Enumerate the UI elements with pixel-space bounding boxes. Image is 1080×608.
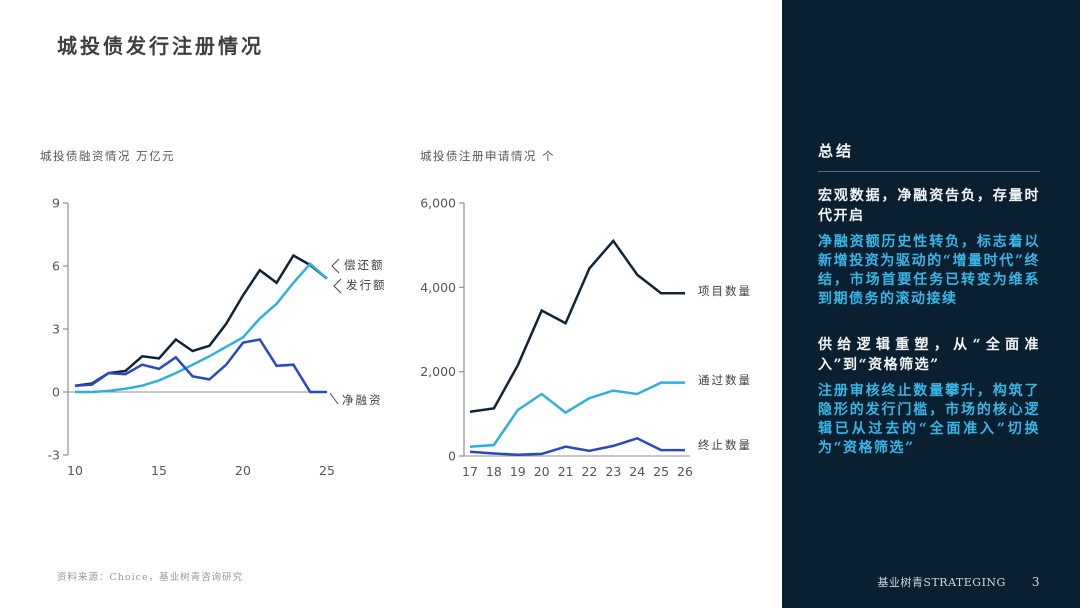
y-tick-label: 9 <box>52 196 60 211</box>
series-label-偿还额: 偿还额 <box>344 258 385 272</box>
x-tick-label: 20 <box>235 463 251 478</box>
summary-divider <box>818 171 1040 172</box>
x-tick-label: 10 <box>67 463 83 478</box>
financing-chart: 城投债融资情况 万亿元 9 6 3 0 -3 10 15 20 25 偿还额发行额净融资 <box>40 148 440 488</box>
summary-section-macro: 宏观数据，净融资告负，存量时代开启 净融资额历史性转负，标志着以新增投资为驱动的… <box>818 186 1040 309</box>
y-tick-label: -3 <box>48 448 60 463</box>
x-tick-label: 24 <box>629 464 645 479</box>
x-tick-label: 17 <box>462 464 478 479</box>
series-line-通过数量 <box>469 381 685 448</box>
x-tick-label: 22 <box>581 464 597 479</box>
page-number: 3 <box>1031 575 1040 589</box>
x-tick-label: 15 <box>151 463 167 478</box>
summary-heading: 总结 <box>818 142 855 160</box>
brand-label: 基业树青STRATEGING <box>877 576 1006 589</box>
summary-section-supply-heading: 供给逻辑重塑，从“全面准入”到“资格筛选” <box>818 337 1040 373</box>
registration-line-chart: 6,000 4,000 2,000 0 17 18 19 20 21 22 23 24 25 26 项目数量… <box>420 196 752 480</box>
series-line-发行额 <box>74 253 328 387</box>
y-tick-label: 0 <box>448 449 456 464</box>
series-line-项目数量 <box>469 238 685 413</box>
summary-section-supply: 供给逻辑重塑，从“全面准入”到“资格筛选” 注册审核终止数量攀升，构筑了隐形的发… <box>818 335 1040 458</box>
y-tick-label: 6 <box>52 259 60 274</box>
summary-sidebar: 总结 宏观数据，净融资告负，存量时代开启 净融资额历史性转负，标志着以新增投资为… <box>782 0 1080 608</box>
x-tick-label: 25 <box>319 463 335 478</box>
series-line-净融资 <box>74 338 327 394</box>
summary-section-macro-body: 净融资额历史性转负，标志着以新增投资为驱动的“增量时代”终结，市场首要任务已转变… <box>818 234 1040 307</box>
series-label-项目数量: 项目数量 <box>698 284 752 298</box>
page-title: 城投债发行注册情况 <box>57 34 264 58</box>
summary-section-macro-heading: 宏观数据，净融资告负，存量时代开启 <box>818 188 1040 224</box>
sidebar-footer: 基业树青STRATEGING 3 <box>818 574 1040 590</box>
registration-chart: 城投债注册申请情况 个 6,000 4,000 2,000 0 17 18 19 20 21 22… <box>420 148 820 488</box>
series-line-偿还额 <box>75 262 328 394</box>
x-tick-label: 20 <box>534 464 550 479</box>
series-line-终止数量 <box>469 436 685 456</box>
source-note: 资料来源：Choice，基业树青咨询研究 <box>57 572 244 583</box>
y-tick-label: 6,000 <box>420 196 456 211</box>
series-label-发行额: 发行额 <box>346 278 387 292</box>
x-tick-label: 19 <box>510 464 526 479</box>
series-label-终止数量: 终止数量 <box>698 438 752 452</box>
x-tick-label: 18 <box>486 464 502 479</box>
y-tick-label: 4,000 <box>420 280 456 295</box>
x-tick-label: 25 <box>653 464 669 479</box>
y-tick-label: 2,000 <box>420 364 456 379</box>
financing-chart-title: 城投债融资情况 万亿元 <box>40 149 176 163</box>
y-tick-label: 0 <box>52 385 60 400</box>
x-tick-label: 26 <box>677 464 693 479</box>
series-label-通过数量: 通过数量 <box>698 373 752 387</box>
series-label-净融资: 净融资 <box>342 393 383 407</box>
registration-chart-title: 城投债注册申请情况 个 <box>420 149 556 163</box>
summary-section-supply-body: 注册审核终止数量攀升，构筑了隐形的发行门槛，市场的核心逻辑已从过去的“全面准入”… <box>818 383 1040 456</box>
y-tick-label: 3 <box>52 322 60 337</box>
x-tick-label: 21 <box>558 464 574 479</box>
x-tick-label: 23 <box>605 464 621 479</box>
